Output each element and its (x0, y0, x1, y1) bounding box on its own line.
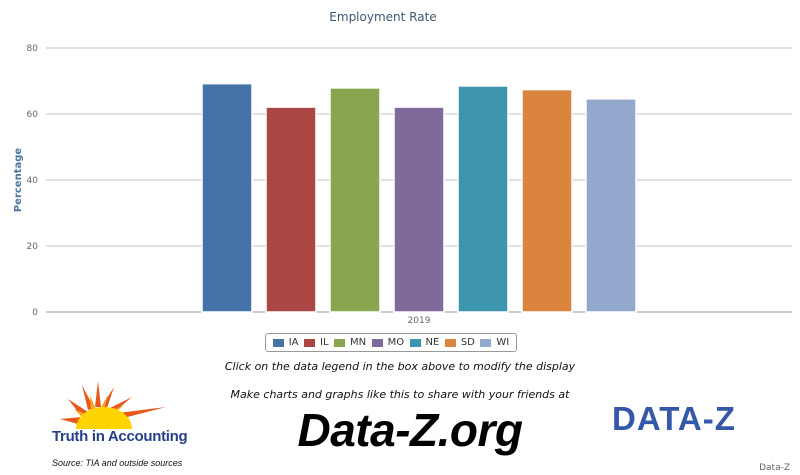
legend-swatch (272, 338, 284, 347)
legend-swatch (334, 338, 345, 347)
legend-label: IA (288, 337, 299, 348)
bar-chart: Employment Rate Percentage 0 20 40 60 80 201… (13, 10, 792, 326)
y-tick-label: 0 (32, 308, 38, 318)
legend-swatch (480, 338, 492, 347)
legend-label: NE (425, 337, 440, 348)
brand-site-link[interactable]: Data-Z.org (297, 404, 524, 456)
bar-wi[interactable] (585, 98, 637, 313)
source-note: Source: TIA and outside sources (52, 458, 183, 468)
x-tick-labels: 2019 (408, 316, 431, 326)
bar-sd[interactable] (521, 88, 573, 313)
legend-hint: Click on the data legend in the box abov… (224, 360, 576, 373)
bar-ne[interactable] (457, 85, 509, 313)
y-tick-label: 60 (27, 110, 39, 120)
y-tick-label: 40 (27, 176, 39, 186)
legend-item-ne[interactable]: NE (409, 337, 440, 348)
legend-label: MO (387, 337, 405, 348)
bar-mo[interactable] (393, 106, 445, 313)
data-z-logo: DATA-Z (612, 400, 736, 437)
legend-swatch (444, 338, 456, 347)
y-tick-labels: 0 20 40 60 80 (27, 44, 39, 318)
bar-mn[interactable] (329, 87, 381, 313)
corner-credit: Data-Z (759, 463, 790, 473)
bar-ia[interactable] (201, 82, 253, 313)
sun-logo-icon (60, 381, 166, 429)
legend-swatch (371, 338, 383, 347)
legend-item-mn[interactable]: MN (334, 337, 366, 348)
legend-label: WI (496, 337, 510, 348)
legend-item-mo[interactable]: MO (371, 337, 405, 348)
legend-item-il[interactable]: IL (304, 337, 329, 348)
y-tick-label: 20 (27, 242, 39, 252)
bar-il[interactable] (265, 106, 317, 313)
legend-item-sd[interactable]: SD (444, 337, 475, 348)
legend-item-wi[interactable]: WI (480, 337, 509, 348)
legend-swatch (304, 338, 315, 347)
legend-label: MN (350, 337, 367, 348)
legend-label: IL (320, 337, 329, 348)
chart-title: Employment Rate (329, 10, 436, 24)
bars (201, 82, 637, 313)
legend-label: SD (460, 337, 475, 348)
y-axis-label: Percentage (13, 148, 24, 213)
y-tick-label: 80 (27, 44, 39, 54)
chart-legend: IA IL MN MO NE SD WI (265, 333, 517, 352)
x-tick-label: 2019 (408, 316, 431, 326)
promo-text: Make charts and graphs like this to shar… (230, 388, 570, 401)
legend-swatch (409, 338, 421, 347)
tia-brand: Truth in Accounting (52, 428, 188, 445)
legend-item-ia[interactable]: IA (272, 337, 299, 348)
